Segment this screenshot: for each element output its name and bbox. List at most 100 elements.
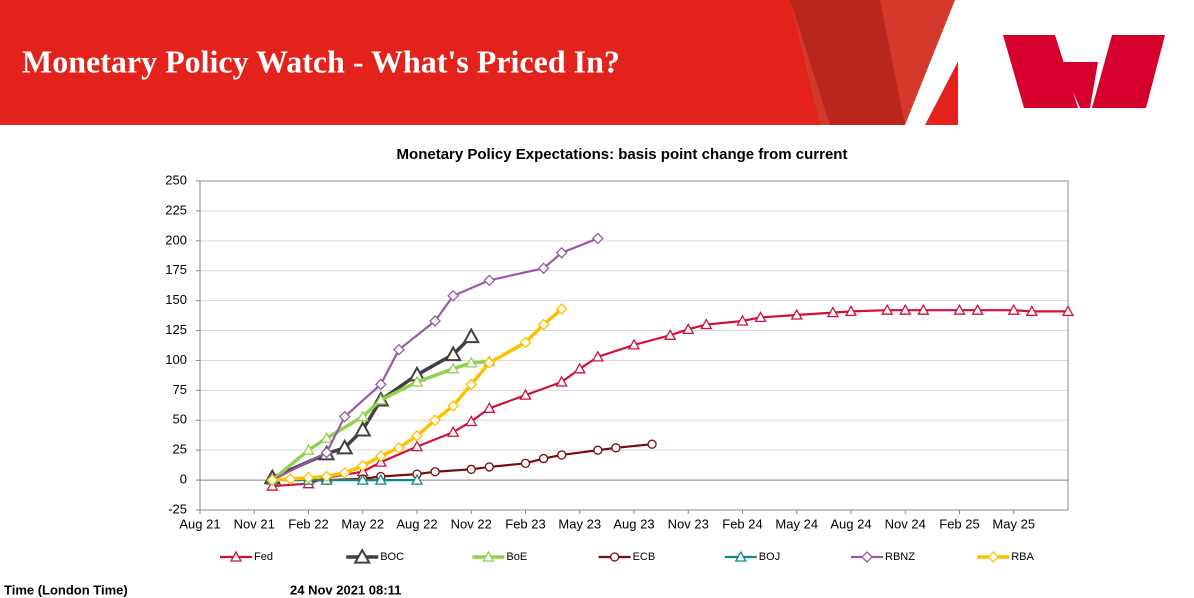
legend-label: ECB bbox=[633, 551, 656, 563]
marker bbox=[338, 466, 351, 479]
marker bbox=[538, 453, 549, 464]
marker bbox=[555, 375, 568, 387]
legend-marker bbox=[482, 550, 495, 562]
x-tick-label: May 23 bbox=[558, 516, 601, 531]
marker bbox=[392, 343, 405, 356]
logo bbox=[1003, 35, 1078, 108]
marker bbox=[682, 323, 695, 334]
marker bbox=[444, 345, 462, 362]
legend-marker bbox=[353, 547, 371, 564]
series-line bbox=[272, 307, 563, 482]
y-tick-label: 0 bbox=[180, 472, 187, 487]
marker bbox=[320, 470, 333, 483]
marker bbox=[410, 375, 424, 387]
marker bbox=[266, 474, 279, 487]
y-tick-label: 175 bbox=[165, 262, 187, 277]
marker bbox=[1007, 303, 1020, 315]
marker bbox=[483, 401, 496, 413]
marker bbox=[664, 328, 677, 340]
marker bbox=[447, 362, 460, 374]
marker bbox=[591, 350, 604, 362]
y-tick-label: -25 bbox=[168, 501, 187, 516]
marker bbox=[591, 232, 604, 245]
legend-marker bbox=[734, 550, 747, 562]
marker bbox=[593, 445, 603, 455]
marker bbox=[356, 459, 369, 472]
legend-label: BoE bbox=[506, 551, 527, 563]
marker bbox=[790, 308, 803, 320]
marker bbox=[374, 473, 387, 485]
logo bbox=[1092, 35, 1165, 108]
marker bbox=[1061, 305, 1075, 317]
x-tick-label: May 22 bbox=[341, 516, 384, 531]
marker bbox=[302, 471, 315, 484]
marker bbox=[483, 274, 496, 287]
x-tick-label: Feb 24 bbox=[722, 516, 762, 531]
marker bbox=[447, 425, 460, 437]
marker bbox=[429, 414, 442, 427]
marker bbox=[971, 303, 984, 315]
y-tick-label: 50 bbox=[173, 412, 187, 427]
marker bbox=[465, 356, 478, 368]
marker bbox=[1025, 305, 1038, 317]
marker bbox=[700, 318, 713, 330]
y-tick-label: 125 bbox=[165, 322, 187, 337]
marker bbox=[429, 315, 442, 327]
marker bbox=[302, 443, 315, 455]
marker bbox=[520, 458, 531, 468]
marker bbox=[555, 246, 568, 259]
x-tick-label: Aug 22 bbox=[396, 516, 437, 531]
x-tick-label: Aug 23 bbox=[613, 516, 654, 531]
marker bbox=[953, 303, 966, 315]
marker bbox=[555, 303, 568, 315]
marker bbox=[465, 415, 478, 427]
x-tick-label: May 25 bbox=[992, 516, 1035, 531]
marker bbox=[374, 378, 387, 391]
marker bbox=[410, 440, 424, 452]
marker bbox=[356, 410, 369, 422]
x-tick-label: Aug 24 bbox=[830, 516, 871, 531]
marker bbox=[881, 303, 894, 315]
legend-label: RBA bbox=[1011, 551, 1034, 563]
x-tick-label: Nov 22 bbox=[451, 516, 492, 531]
marker bbox=[356, 473, 369, 485]
marker bbox=[826, 306, 840, 318]
marker bbox=[374, 450, 387, 463]
marker bbox=[519, 336, 532, 349]
marker bbox=[447, 399, 460, 412]
y-tick-label: 250 bbox=[165, 172, 187, 187]
page-title: Monetary Policy Watch - What's Priced In… bbox=[22, 43, 620, 79]
marker bbox=[392, 441, 405, 454]
legend-label: BOJ bbox=[759, 551, 780, 563]
marker bbox=[917, 303, 930, 315]
marker bbox=[647, 439, 657, 449]
marker bbox=[447, 289, 460, 302]
marker bbox=[537, 318, 550, 331]
legend-label: RBNZ bbox=[885, 551, 915, 563]
marker bbox=[899, 303, 912, 315]
marker bbox=[484, 462, 494, 472]
y-tick-label: 150 bbox=[165, 292, 187, 307]
x-tick-label: Feb 25 bbox=[939, 516, 979, 531]
marker bbox=[411, 429, 423, 442]
marker bbox=[410, 473, 424, 485]
x-tick-label: Nov 24 bbox=[885, 516, 926, 531]
x-tick-label: Feb 22 bbox=[288, 516, 328, 531]
legend-marker bbox=[229, 550, 243, 562]
x-tick-label: Aug 21 bbox=[179, 516, 220, 531]
marker bbox=[430, 467, 440, 477]
marker bbox=[374, 393, 387, 405]
x-tick-label: Nov 23 bbox=[668, 516, 709, 531]
legend-marker bbox=[609, 552, 620, 562]
legend-label: BOC bbox=[380, 551, 404, 563]
marker bbox=[354, 420, 372, 437]
marker bbox=[466, 464, 476, 474]
footer-label: Time (London Time) bbox=[4, 582, 128, 597]
footer-timestamp: 24 Nov 2021 08:11 bbox=[290, 582, 401, 597]
x-tick-label: May 24 bbox=[775, 516, 818, 531]
marker bbox=[338, 410, 351, 423]
marker bbox=[320, 446, 333, 459]
marker bbox=[627, 338, 641, 350]
marker bbox=[335, 438, 354, 455]
